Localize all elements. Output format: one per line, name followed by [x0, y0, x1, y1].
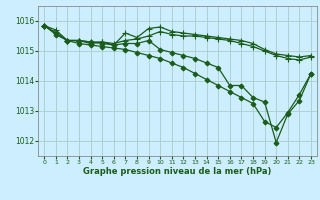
X-axis label: Graphe pression niveau de la mer (hPa): Graphe pression niveau de la mer (hPa) — [84, 167, 272, 176]
